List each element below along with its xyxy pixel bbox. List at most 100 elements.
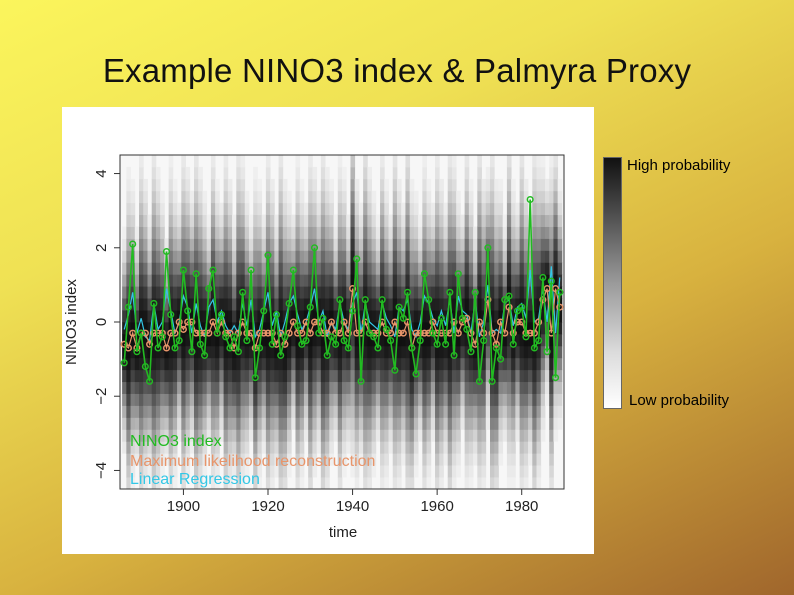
density-cell [189, 345, 195, 359]
density-cell [451, 357, 457, 371]
density-cell [240, 214, 246, 227]
density-cell [185, 369, 191, 383]
density-cell [223, 262, 229, 275]
density-cell [177, 274, 182, 287]
density-cell [278, 333, 284, 347]
density-cell [549, 190, 554, 204]
density-cell [236, 262, 241, 275]
density-cell [396, 405, 402, 418]
density-cell [210, 441, 216, 454]
density-cell [536, 381, 542, 394]
density-cell [363, 453, 368, 466]
density-cell [456, 190, 461, 204]
density-cell [122, 381, 127, 394]
density-cell [126, 429, 131, 442]
nino3-point [150, 299, 158, 307]
density-cell [350, 250, 356, 263]
density-cell [194, 238, 199, 251]
nino3-point [522, 333, 530, 341]
density-cell [299, 298, 305, 311]
density-cell [312, 166, 318, 180]
density-cell [274, 238, 279, 251]
density-cell [494, 226, 499, 239]
density-cell [308, 357, 313, 371]
density-cell [346, 310, 351, 323]
density-cell [329, 322, 334, 335]
density-cell [160, 465, 165, 478]
density-cell [194, 429, 199, 442]
density-cell [456, 345, 461, 359]
density-cell [274, 393, 279, 406]
density-cell [308, 405, 313, 418]
density-cell [481, 190, 487, 204]
density-cell [392, 453, 398, 466]
density-cell [177, 381, 182, 394]
density-cell [418, 381, 423, 394]
density-cell [540, 226, 546, 239]
density-cell [490, 393, 495, 406]
density-cell [270, 250, 275, 263]
density-cell [333, 369, 339, 383]
density-cell [426, 333, 432, 347]
density-cell [481, 226, 487, 239]
density-cell [494, 274, 499, 287]
nino3-point [133, 348, 141, 356]
density-cell [405, 441, 411, 454]
density-cell [392, 202, 398, 216]
density-cell [384, 477, 389, 489]
density-cell [337, 393, 343, 406]
density-cell [236, 453, 241, 466]
density-cell [253, 465, 258, 478]
density-cell [511, 453, 516, 466]
density-cell [202, 381, 208, 394]
density-cell [189, 286, 195, 299]
density-cell [181, 250, 186, 263]
density-cell [261, 393, 267, 406]
density-cell [295, 226, 301, 239]
density-cell [456, 417, 461, 430]
density-cell [502, 381, 508, 394]
density-cell [371, 274, 377, 287]
density-cell [451, 250, 457, 263]
density-cell [439, 250, 444, 263]
density-cell [494, 369, 499, 383]
density-cell [405, 166, 411, 180]
density-cell [210, 310, 216, 323]
nino3-point [450, 351, 458, 359]
density-cell [528, 393, 533, 406]
density-cell [210, 286, 216, 299]
density-cell [371, 441, 377, 454]
density-cell [536, 298, 542, 311]
density-cell [240, 262, 246, 275]
density-cell [477, 178, 482, 192]
density-cell [523, 465, 529, 478]
density-cell [519, 250, 525, 263]
density-cell [540, 190, 546, 204]
density-cell [468, 226, 474, 239]
density-cell [523, 369, 529, 383]
density-cell [439, 274, 444, 287]
density-cell [172, 477, 178, 489]
density-cell [468, 262, 474, 275]
density-cell [265, 429, 271, 442]
density-cell [405, 226, 411, 239]
density-cell [126, 381, 131, 394]
density-cell [392, 226, 398, 239]
ml-reconstruction-point [425, 329, 433, 337]
density-cell [439, 190, 444, 204]
density-cell [511, 226, 516, 239]
density-cell [168, 477, 174, 489]
density-cell [236, 441, 241, 454]
density-cell [257, 429, 263, 442]
nino3-point [361, 296, 369, 304]
density-cell [134, 238, 140, 251]
density-cell [363, 286, 368, 299]
density-cell [303, 393, 309, 406]
density-cell [485, 178, 491, 192]
density-cell [435, 310, 440, 323]
density-cell [430, 369, 436, 383]
density-cell [532, 441, 537, 454]
density-cell [122, 429, 127, 442]
density-cell [253, 178, 258, 192]
density-cell [299, 262, 305, 275]
